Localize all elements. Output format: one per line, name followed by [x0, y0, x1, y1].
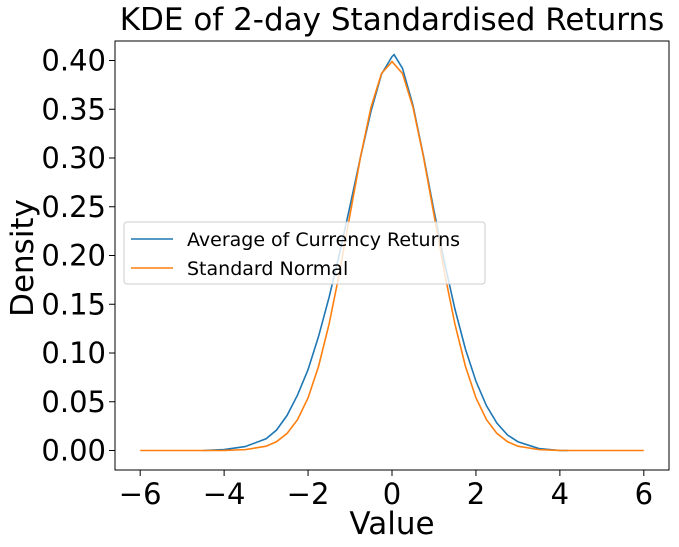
y-tick-label: 0.30 — [41, 141, 106, 175]
y-tick-label: 0.10 — [41, 336, 106, 370]
y-axis-label: Density — [5, 199, 41, 317]
x-tick-label: 6 — [635, 477, 653, 511]
x-tick-label: 0 — [383, 477, 401, 511]
series-line-1 — [140, 60, 644, 452]
legend-entry-0: Average of Currency Returns — [187, 229, 460, 251]
y-tick-label: 0.00 — [41, 434, 106, 468]
y-tick-label: 0.25 — [41, 190, 106, 224]
x-tick-label: −6 — [119, 477, 162, 511]
x-tick-label: 2 — [467, 477, 485, 511]
y-tick-label: 0.05 — [41, 385, 106, 419]
chart-title: KDE of 2-day Standardised Returns — [120, 2, 665, 38]
x-tick-label: −2 — [287, 477, 330, 511]
y-tick-label: 0.20 — [41, 239, 106, 273]
series-line-0 — [203, 53, 569, 452]
x-axis-label: Value — [349, 506, 434, 542]
x-tick-label: 4 — [551, 477, 569, 511]
x-tick-label: −4 — [203, 477, 246, 511]
y-tick-label: 0.15 — [41, 287, 106, 321]
x-axis: −6 −4 −2 0 2 4 6 — [119, 470, 653, 511]
y-tick-label: 0.35 — [41, 92, 106, 126]
legend-box — [123, 221, 486, 285]
y-axis: 0.00 0.05 0.10 0.15 0.20 0.25 0.30 0.35 0.40 — [41, 44, 115, 468]
legend: Average of Currency Returns Standard Norm… — [123, 221, 486, 285]
legend-entry-1: Standard Normal — [187, 258, 348, 280]
y-tick-label: 0.40 — [41, 44, 106, 78]
